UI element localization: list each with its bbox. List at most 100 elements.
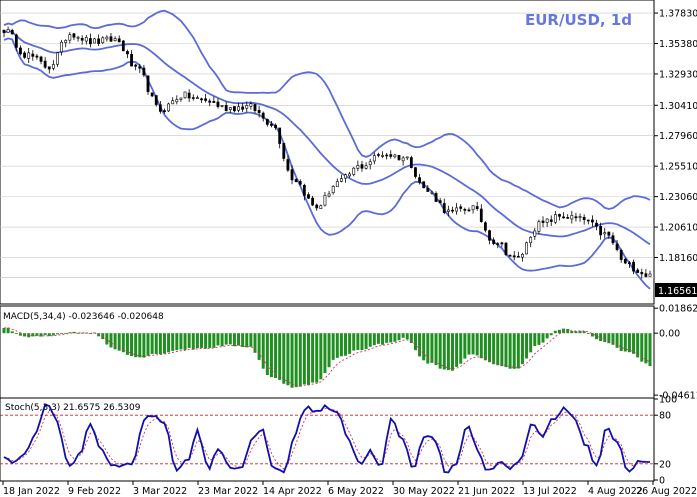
macd-bar <box>640 333 644 362</box>
candle <box>558 213 561 221</box>
macd-bar <box>500 333 504 367</box>
candle-body <box>51 64 55 69</box>
candle <box>570 210 574 224</box>
candle-body <box>582 216 586 220</box>
macd-bar <box>253 333 257 353</box>
x-tick-label: 18 Jan 2022 <box>3 486 60 497</box>
macd-bar <box>397 333 401 341</box>
candle <box>237 102 240 113</box>
candle-body <box>562 216 565 219</box>
macd-bar <box>623 333 627 352</box>
candle <box>224 101 228 112</box>
macd-bar <box>627 333 631 353</box>
macd-bar <box>418 333 422 357</box>
macd-bar <box>208 333 212 348</box>
x-tick-label: 26 Aug 2022 <box>636 486 697 497</box>
candle-body <box>595 222 598 227</box>
candle-body <box>89 38 92 45</box>
y-tick-label: 0 <box>659 476 665 487</box>
macd-bar <box>405 333 409 340</box>
macd-bar <box>51 333 55 336</box>
macd-bar <box>31 333 35 337</box>
candle <box>446 205 450 217</box>
candle-body <box>409 157 413 168</box>
candle <box>644 269 648 278</box>
candle <box>76 35 80 42</box>
candle <box>265 118 269 127</box>
macd-panel <box>0 305 655 404</box>
macd-bar <box>632 333 636 354</box>
candle-body <box>80 38 84 41</box>
macd-bar <box>557 329 561 334</box>
candle <box>541 216 545 228</box>
candle-body <box>39 56 43 62</box>
candle-body <box>492 239 496 244</box>
candle <box>455 203 459 215</box>
macd-bar <box>237 333 241 346</box>
candle <box>389 150 393 159</box>
x-tick-label: 4 Aug 2022 <box>588 486 643 497</box>
candle <box>175 95 179 105</box>
candle-body <box>76 36 80 39</box>
macd-bar <box>311 333 315 383</box>
macd-bar <box>603 333 607 343</box>
candle-body <box>311 197 314 206</box>
candle <box>68 32 72 44</box>
candle <box>298 179 302 186</box>
y-tick-label: 1.23060 <box>659 192 697 203</box>
macd-bar <box>442 333 446 370</box>
macd-bar <box>298 333 302 387</box>
candle-body <box>496 243 500 245</box>
candle <box>282 142 286 162</box>
candle <box>459 204 463 212</box>
macd-bar <box>422 333 426 361</box>
candle <box>442 198 446 215</box>
candle-body <box>278 127 282 144</box>
candle <box>121 39 125 52</box>
candle <box>138 63 142 74</box>
candle <box>109 32 113 43</box>
macd-bar <box>249 333 253 347</box>
candle-body <box>372 155 376 162</box>
candle-body <box>130 54 133 67</box>
candle-body <box>475 206 479 209</box>
candle-body <box>72 33 76 38</box>
macd-bar <box>125 333 129 355</box>
candle <box>372 152 376 165</box>
macd-bar <box>619 333 623 352</box>
macd-bar <box>138 333 142 358</box>
candle <box>348 171 352 178</box>
candle-body <box>224 105 228 111</box>
candle-body <box>253 104 257 112</box>
candle <box>537 219 541 235</box>
candle <box>89 33 92 48</box>
candle-body <box>467 209 471 212</box>
macd-bar <box>344 333 348 356</box>
candle-body <box>418 177 421 183</box>
macd-bar <box>475 333 479 356</box>
macd-bar <box>529 333 533 353</box>
macd-bar <box>479 333 483 359</box>
macd-bar <box>27 333 31 338</box>
candle <box>105 35 109 42</box>
candle-body <box>640 272 644 275</box>
macd-y-axis: 0.01862 0.00 -0.046112 <box>654 304 697 402</box>
candle <box>463 207 467 215</box>
stoch-y-axis: 100 80 20 0 <box>654 395 677 487</box>
macd-bar <box>562 328 566 334</box>
candle-body <box>434 193 438 202</box>
candle <box>35 53 39 60</box>
macd-bar <box>504 333 508 368</box>
macd-bar <box>245 333 249 348</box>
y-tick-label: 1.18160 <box>659 253 697 264</box>
macd-bar <box>18 333 22 336</box>
candle <box>19 45 22 56</box>
macd-bar <box>158 333 162 355</box>
candle-body <box>590 219 594 223</box>
candle-body <box>10 29 14 35</box>
macd-bar <box>117 333 121 351</box>
y-tick-label: -0.046112 <box>659 391 697 402</box>
macd-bar <box>496 333 500 366</box>
candle-body <box>648 273 652 277</box>
